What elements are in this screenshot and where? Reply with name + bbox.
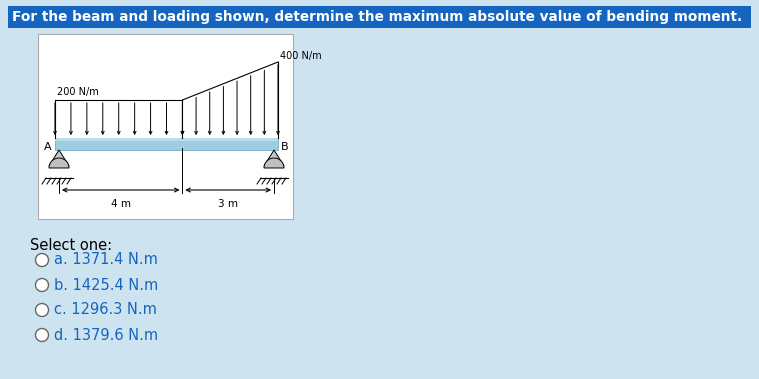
Text: b. 1425.4 N.m: b. 1425.4 N.m (54, 277, 158, 293)
Text: Select one:: Select one: (30, 238, 112, 253)
Wedge shape (49, 158, 69, 168)
Text: d. 1379.6 N.m: d. 1379.6 N.m (54, 327, 158, 343)
Text: 400 N/m: 400 N/m (280, 51, 322, 61)
Polygon shape (49, 150, 69, 166)
Text: c. 1296.3 N.m: c. 1296.3 N.m (54, 302, 157, 318)
Circle shape (36, 304, 49, 316)
Circle shape (36, 329, 49, 341)
Wedge shape (264, 158, 284, 168)
Bar (55, 138, 278, 141)
Text: A: A (44, 142, 52, 152)
Bar (55, 138, 278, 150)
Polygon shape (264, 150, 284, 166)
Text: 3 m: 3 m (219, 199, 238, 209)
Bar (8, 6, 751, 28)
Text: a. 1371.4 N.m: a. 1371.4 N.m (54, 252, 158, 268)
Circle shape (36, 254, 49, 266)
Text: 4 m: 4 m (111, 199, 131, 209)
Text: 200 N/m: 200 N/m (57, 87, 99, 97)
Text: B: B (281, 142, 288, 152)
Text: For the beam and loading shown, determine the maximum absolute value of bending : For the beam and loading shown, determin… (12, 10, 742, 24)
Bar (38, 34, 293, 219)
Circle shape (36, 279, 49, 291)
